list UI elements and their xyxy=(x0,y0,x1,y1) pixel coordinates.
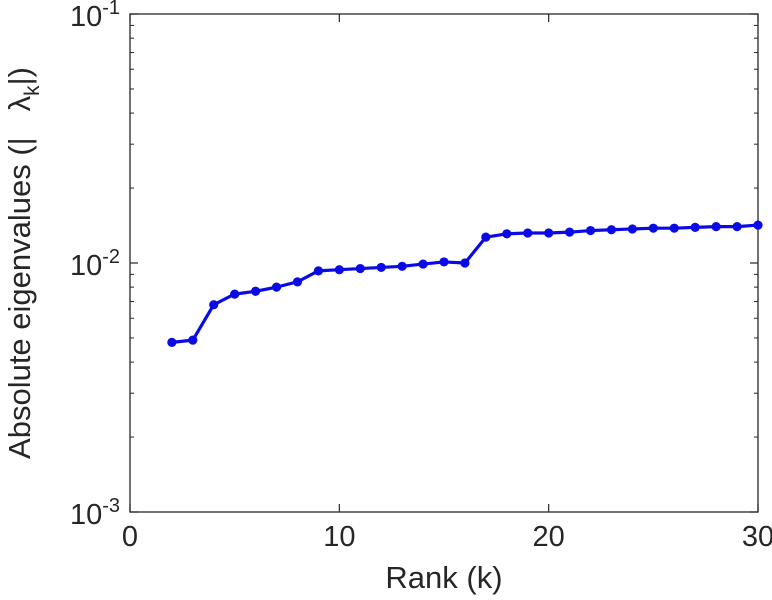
data-point-marker xyxy=(271,282,282,292)
data-point-marker xyxy=(376,262,386,273)
y-axis-minor-ticks xyxy=(130,24,758,438)
y-tick-label: 10-2 xyxy=(70,246,120,282)
data-point-marker xyxy=(606,225,617,235)
x-axis-label: Rank (k) xyxy=(385,560,502,595)
data-point-marker xyxy=(648,223,658,233)
data-point-marker xyxy=(188,335,198,345)
data-point-marker xyxy=(230,289,240,299)
data-point-marker xyxy=(732,222,742,232)
y-axis-label: Absolute eigenvalues (| λk|) xyxy=(2,67,44,459)
data-point-marker xyxy=(669,223,679,233)
x-tick-label: 10 xyxy=(323,521,355,553)
y-tick-label: 10-3 xyxy=(70,495,120,531)
data-point-marker xyxy=(690,222,700,232)
data-point-marker xyxy=(167,337,177,347)
x-tick-label: 30 xyxy=(742,521,772,553)
data-point-marker xyxy=(439,257,449,267)
data-point-marker xyxy=(334,265,344,275)
data-point-marker xyxy=(397,261,407,271)
data-point-marker xyxy=(523,228,533,238)
x-tick-label: 20 xyxy=(533,521,565,553)
data-point-marker xyxy=(585,225,596,236)
data-markers xyxy=(167,220,763,347)
data-point-marker xyxy=(418,259,428,269)
data-point-marker xyxy=(502,229,512,239)
data-point-marker xyxy=(313,266,323,276)
data-point-marker xyxy=(565,227,575,237)
data-point-marker xyxy=(711,222,721,232)
data-point-marker xyxy=(292,277,303,287)
y-tick-label: 10-1 xyxy=(70,0,120,33)
data-point-marker xyxy=(481,232,491,242)
data-point-marker xyxy=(460,258,470,268)
data-point-marker xyxy=(251,286,261,296)
data-point-marker xyxy=(355,263,365,274)
data-point-marker xyxy=(209,300,219,310)
data-point-marker xyxy=(753,220,763,230)
data-point-marker xyxy=(627,224,638,234)
plot-area-box xyxy=(129,13,759,513)
x-tick-label: 0 xyxy=(122,521,138,553)
data-point-marker xyxy=(544,228,554,238)
